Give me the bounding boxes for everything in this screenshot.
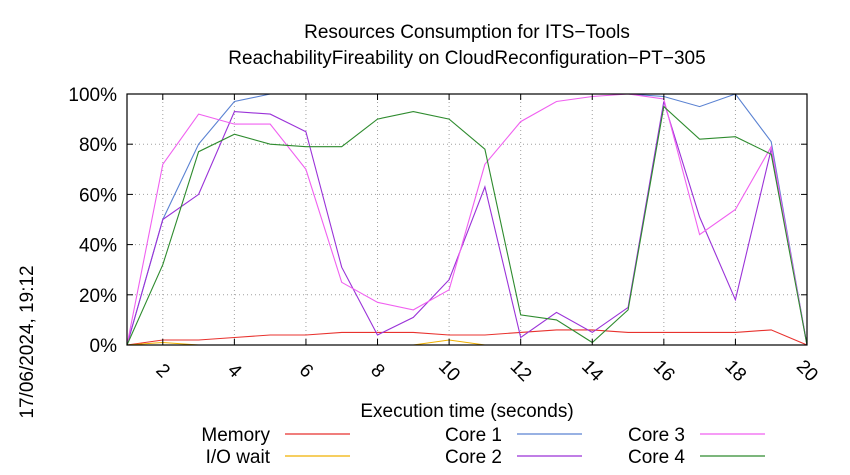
x-tick-label: 20 (792, 356, 822, 386)
y-tick-label: 0% (90, 336, 118, 357)
x-tick-label: 2 (152, 360, 174, 382)
plot-frame (126, 93, 808, 346)
legend-label-core-1: Core 1 (445, 425, 502, 446)
legend-label-memory: Memory (201, 425, 270, 446)
x-tick-label: 12 (506, 356, 536, 386)
series-line-core-3 (126, 93, 808, 346)
series-line-core-4 (126, 105, 808, 346)
timestamp-label: 17/06/2024, 19:12 (17, 265, 38, 418)
legend-label-i-o-wait: I/O wait (206, 447, 271, 468)
x-tick-label: 14 (577, 356, 607, 386)
x-tick-label: 10 (434, 356, 464, 386)
x-tick-label: 6 (295, 360, 317, 382)
series-line-core-2 (126, 101, 808, 346)
legend-label-core-3: Core 3 (628, 425, 685, 446)
y-tick-label: 60% (79, 185, 117, 206)
x-tick-label: 18 (720, 356, 750, 386)
series-line-memory (126, 329, 808, 346)
legend-label-core-4: Core 4 (628, 447, 685, 468)
series-layer (126, 93, 808, 346)
x-tick-label: 8 (366, 360, 388, 382)
grid-layer (127, 94, 807, 345)
y-tick-label: 20% (79, 286, 117, 307)
series-line-i-o-wait (126, 339, 807, 346)
series-line-core-1 (126, 93, 808, 346)
x-tick-label: 4 (223, 360, 246, 383)
legend-label-core-2: Core 2 (445, 447, 502, 468)
y-tick-label: 100% (68, 85, 117, 106)
x-tick-label: 16 (649, 356, 679, 386)
y-tick-label: 80% (79, 135, 117, 156)
x-axis-label: Execution time (seconds) (360, 401, 573, 422)
chart-title: Resources Consumption for ITS−Tools (304, 22, 630, 43)
y-tick-label: 40% (79, 236, 117, 257)
chart-subtitle: ReachabilityFireability on CloudReconfig… (228, 48, 705, 69)
